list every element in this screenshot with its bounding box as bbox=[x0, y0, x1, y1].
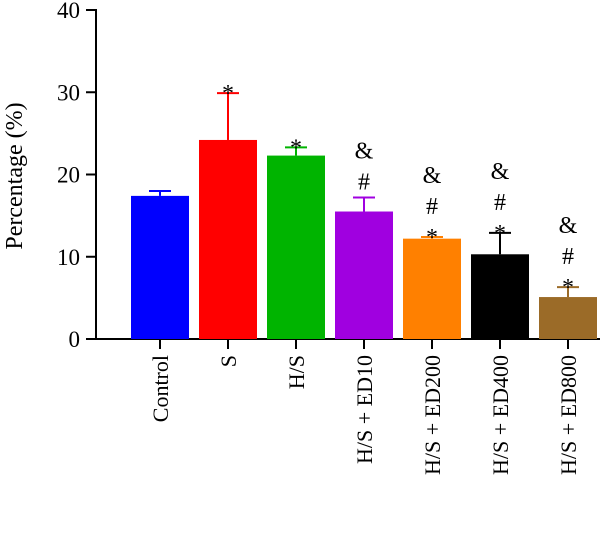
x-category-label: H/S + ED200 bbox=[420, 355, 445, 475]
significance-marker: # bbox=[358, 170, 370, 196]
x-category-label: H/S + ED400 bbox=[488, 355, 513, 475]
bar bbox=[335, 211, 393, 339]
plot-area: 0 10 20 30 40 Control S * H/S * H/S + ED10 # & H/S + … bbox=[57, 0, 600, 475]
bar bbox=[267, 155, 325, 339]
significance-marker: * bbox=[562, 275, 574, 301]
bar bbox=[199, 139, 257, 339]
significance-marker: * bbox=[222, 81, 234, 107]
significance-marker: * bbox=[426, 225, 438, 251]
significance-marker: # bbox=[562, 244, 574, 270]
y-axis-label: Percentage (%) bbox=[2, 102, 28, 249]
significance-marker: # bbox=[494, 190, 506, 216]
bar bbox=[131, 195, 189, 339]
x-category-label: Control bbox=[148, 355, 173, 422]
y-tick-label: 30 bbox=[57, 80, 80, 105]
bar bbox=[539, 297, 597, 339]
bar bbox=[471, 254, 529, 339]
y-tick-label: 40 bbox=[57, 0, 80, 23]
y-tick-label: 20 bbox=[57, 163, 80, 188]
x-category-label: S bbox=[216, 355, 241, 367]
significance-marker: & bbox=[559, 213, 578, 239]
significance-marker: & bbox=[355, 139, 374, 165]
x-category-label: H/S bbox=[284, 355, 309, 389]
significance-marker: * bbox=[494, 221, 506, 247]
x-category-label: H/S + ED800 bbox=[556, 355, 581, 475]
bar bbox=[403, 238, 461, 339]
y-tick-label: 10 bbox=[57, 245, 80, 270]
significance-marker: & bbox=[491, 159, 510, 185]
significance-marker: & bbox=[423, 163, 442, 189]
x-category-label: H/S + ED10 bbox=[352, 355, 377, 464]
significance-marker: * bbox=[290, 135, 302, 161]
significance-marker: # bbox=[426, 194, 438, 220]
y-tick-label: 0 bbox=[69, 327, 81, 352]
